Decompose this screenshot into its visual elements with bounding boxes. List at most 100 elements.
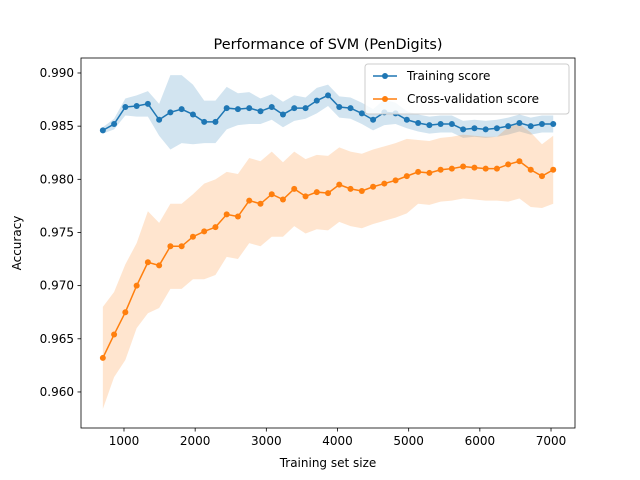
point [516,158,523,165]
point [403,116,410,123]
point [358,110,365,117]
point [448,165,455,172]
point [313,97,320,104]
point [550,121,557,128]
point [201,228,208,235]
y-tick-label: 0.985 [40,119,74,133]
x-tick-label: 3000 [251,434,282,448]
point [156,262,163,269]
point [505,161,512,168]
point [460,163,467,170]
point [347,105,354,112]
x-tick-label: 6000 [465,434,496,448]
point [268,191,275,198]
point [493,165,500,172]
point [99,127,106,134]
legend-marker [382,73,388,79]
point [381,180,388,187]
point [234,213,241,220]
point [403,173,410,180]
x-tick-label: 5000 [393,434,424,448]
point [437,121,444,128]
point [178,243,185,250]
point [246,197,253,204]
point [133,282,140,289]
x-tick-label: 7000 [536,434,567,448]
point [99,354,106,361]
x-tick-label: 2000 [180,434,211,448]
point [527,166,534,173]
x-tick-label: 1000 [109,434,140,448]
point [460,126,467,133]
point [246,105,253,112]
y-axis-label: Accuracy [10,216,24,271]
std-band [102,75,554,150]
point [426,122,433,129]
point [370,116,377,123]
y-tick-label: 0.980 [40,172,74,186]
point [156,116,163,123]
x-tick-label: 4000 [322,434,353,448]
legend-label: Training score [406,69,490,83]
point [505,123,512,130]
point [122,104,129,111]
point [325,190,332,197]
point [212,118,219,125]
point [482,165,489,172]
point [268,104,275,111]
point [167,243,174,250]
point [144,100,151,107]
point [144,259,151,266]
point [223,105,230,112]
point [302,193,309,200]
y-tick-label: 0.975 [40,225,74,239]
point [189,233,196,240]
point [111,331,118,338]
point [234,106,241,113]
point [415,168,422,175]
point [347,185,354,192]
point [291,185,298,192]
point [313,189,320,196]
point [257,108,264,115]
point [370,183,377,190]
point [538,121,545,128]
x-axis-label: Training set size [279,456,377,470]
point [336,181,343,188]
point [358,188,365,195]
point [111,121,118,128]
point [257,200,264,207]
y-tick-label: 0.970 [40,279,74,293]
plot-frame [80,57,576,429]
point [167,109,174,116]
point [302,105,309,112]
chart-title: Performance of SVM (PenDigits) [214,37,443,53]
point [448,121,455,128]
point [279,111,286,118]
point [325,92,332,99]
point [493,125,500,132]
std-band [102,124,554,409]
point [550,166,557,173]
point [291,105,298,112]
y-tick-label: 0.960 [40,385,74,399]
point [415,119,422,126]
legend-marker [382,96,388,102]
point [336,104,343,111]
point [189,111,196,118]
point [279,196,286,203]
point [516,119,523,126]
point [437,166,444,173]
legend: Training score Cross-validation score [364,63,570,115]
point [538,173,545,180]
y-tick-label: 0.990 [40,66,74,80]
point [527,123,534,130]
point [178,106,185,113]
point [482,126,489,133]
legend-box [364,63,570,115]
point [201,118,208,125]
point [426,169,433,176]
y-tick-label: 0.965 [40,332,74,346]
point [392,177,399,184]
